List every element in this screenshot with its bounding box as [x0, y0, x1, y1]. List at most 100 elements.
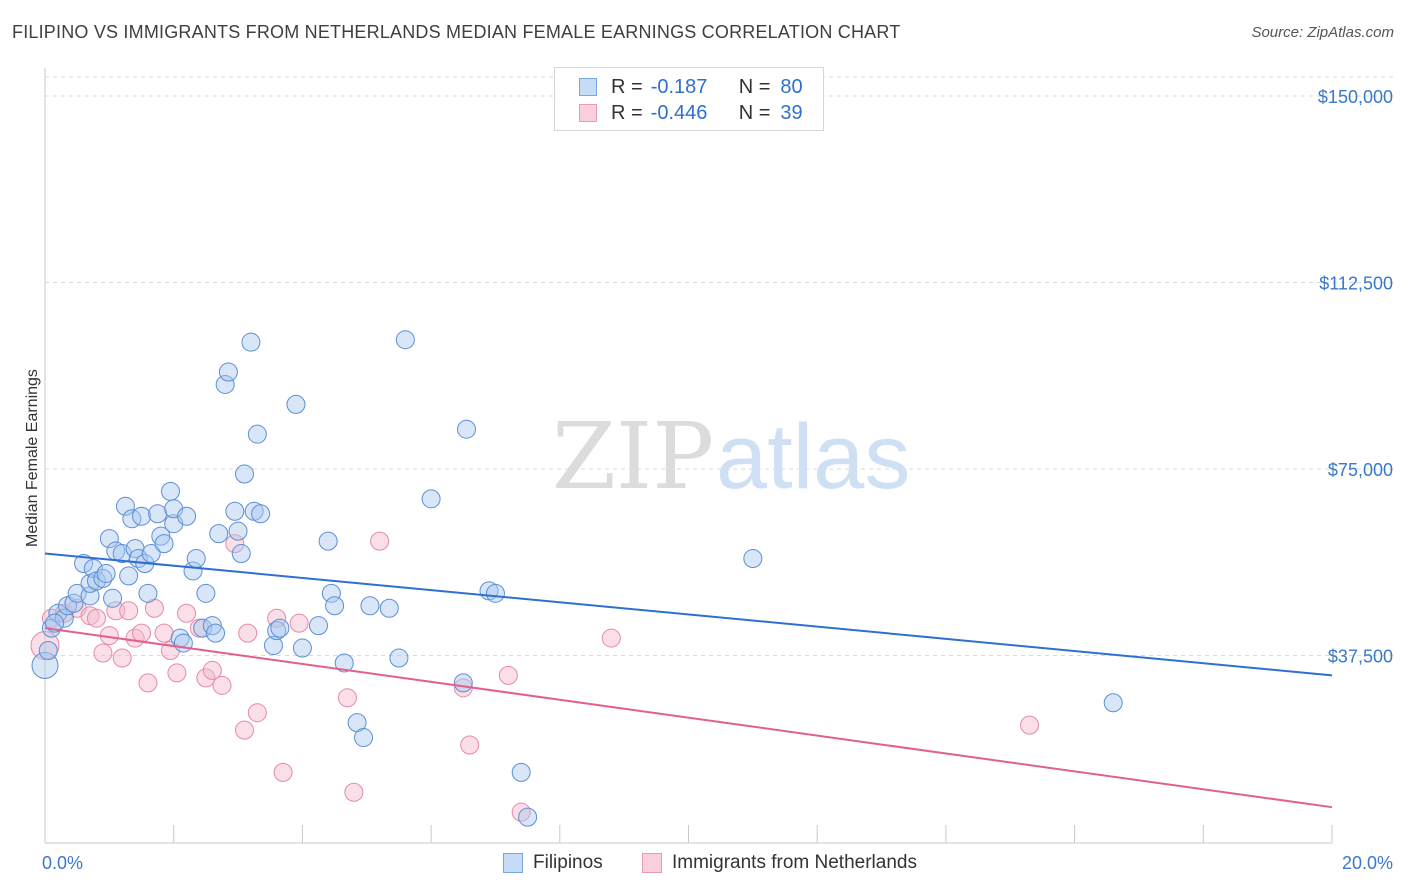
filipino-points	[31, 330, 1123, 827]
filipino-point	[292, 638, 312, 658]
netherlands-point	[498, 665, 518, 685]
filipino-point	[389, 648, 409, 668]
legend-n-value: 39	[780, 101, 803, 124]
filipino-point	[234, 464, 254, 484]
filipino-point	[225, 501, 245, 521]
y-tick-labels: $37,500 $75,000 $112,500 $150,000	[1318, 87, 1393, 667]
filipino-point	[743, 549, 763, 569]
filipino-point	[228, 521, 248, 541]
filipino-point	[241, 332, 261, 352]
netherlands-trend-line	[44, 627, 1333, 809]
x-tick-label: 20.0%	[1342, 853, 1393, 873]
filipino-point	[270, 618, 290, 638]
legend-item-filipinos: Filipinos	[503, 852, 603, 874]
legend-r-label: R =	[611, 101, 643, 124]
netherlands-point	[30, 631, 60, 661]
filipino-point	[160, 481, 180, 501]
filipino-point	[141, 544, 161, 564]
netherlands-point	[132, 623, 152, 643]
filipino-point	[318, 531, 338, 551]
filipino-point	[99, 529, 119, 549]
netherlands-point	[273, 762, 293, 782]
legend-label-filipinos: Filipinos	[533, 852, 603, 873]
netherlands-point	[86, 608, 106, 628]
filipino-point	[196, 583, 216, 603]
legend-swatch-blue	[503, 853, 523, 873]
netherlands-point	[1020, 715, 1040, 735]
chart-title: FILIPINO VS IMMIGRANTS FROM NETHERLANDS …	[12, 22, 901, 42]
netherlands-point	[154, 623, 174, 643]
netherlands-point	[247, 703, 267, 723]
netherlands-point	[138, 673, 158, 693]
trend-lines	[44, 552, 1333, 809]
filipino-point	[1103, 693, 1123, 713]
netherlands-point	[125, 628, 145, 648]
legend-r-value: -0.446	[650, 101, 708, 124]
filipino-point	[453, 673, 473, 693]
watermark-zip: ZIP	[552, 403, 714, 510]
netherlands-point	[196, 668, 216, 688]
legend-swatch-pink	[579, 104, 597, 122]
legend-row-filipinos: R = -0.187 N = 80	[579, 74, 803, 100]
netherlands-point	[41, 608, 61, 628]
filipino-trend-line	[44, 552, 1333, 677]
filipino-point	[45, 613, 65, 633]
filipino-point	[154, 534, 174, 554]
netherlands-point	[93, 643, 113, 663]
netherlands-point	[167, 663, 187, 683]
legend-r-label: R =	[611, 75, 643, 98]
series-legend: Filipinos Immigrants from Netherlands	[0, 852, 1406, 878]
netherlands-point	[212, 675, 232, 695]
filipino-point	[173, 633, 193, 653]
netherlands-point	[202, 660, 222, 680]
x-tick-labels: 0.0% 20.0%	[42, 853, 1393, 873]
filipino-point	[379, 598, 399, 618]
x-tick-label: 0.0%	[42, 853, 83, 873]
stats-legend: R = -0.187 N = 80 R = -0.446 N = 39	[554, 67, 824, 131]
legend-r-value: -0.187	[650, 75, 708, 98]
y-tick-label: $112,500	[1319, 274, 1393, 294]
filipino-point	[119, 566, 139, 586]
y-tick-label: $37,500	[1328, 647, 1393, 667]
filipino-point	[231, 544, 251, 564]
legend-swatch-blue	[579, 78, 597, 96]
filipino-point	[251, 504, 271, 524]
filipino-point	[177, 506, 197, 526]
filipino-point	[138, 583, 158, 603]
chart-source: Source: ZipAtlas.com	[1251, 24, 1394, 41]
netherlands-point	[370, 531, 390, 551]
filipino-point	[511, 762, 531, 782]
netherlands-point	[511, 802, 531, 822]
netherlands-point	[289, 613, 309, 633]
filipino-point	[209, 524, 229, 544]
grid-lines	[45, 76, 1395, 656]
netherlands-point	[119, 601, 139, 621]
legend-item-netherlands: Immigrants from Netherlands	[642, 852, 917, 874]
filipino-point	[206, 623, 226, 643]
filipino-point	[93, 568, 113, 588]
filipino-point	[421, 489, 441, 509]
filipino-point	[247, 424, 267, 444]
y-tick-label: $150,000	[1318, 87, 1393, 107]
legend-n-label: N =	[738, 101, 771, 124]
netherlands-point	[601, 628, 621, 648]
filipino-point	[83, 558, 103, 578]
netherlands-point	[177, 603, 197, 623]
filipino-point	[395, 330, 415, 350]
filipino-point	[354, 728, 374, 748]
filipino-point	[148, 504, 168, 524]
legend-swatch-pink	[642, 853, 662, 873]
filipino-point	[74, 553, 94, 573]
filipino-point	[186, 549, 206, 569]
filipino-point	[115, 496, 135, 516]
filipino-point	[286, 394, 306, 414]
filipino-point	[334, 653, 354, 673]
filipino-point	[218, 362, 238, 382]
filipino-point	[518, 807, 538, 827]
netherlands-point	[225, 534, 245, 554]
netherlands-point	[106, 601, 126, 621]
watermark: ZIP atlas	[552, 403, 910, 510]
filipino-point	[215, 374, 235, 394]
axes	[44, 68, 1333, 844]
watermark-atlas: atlas	[716, 406, 910, 508]
